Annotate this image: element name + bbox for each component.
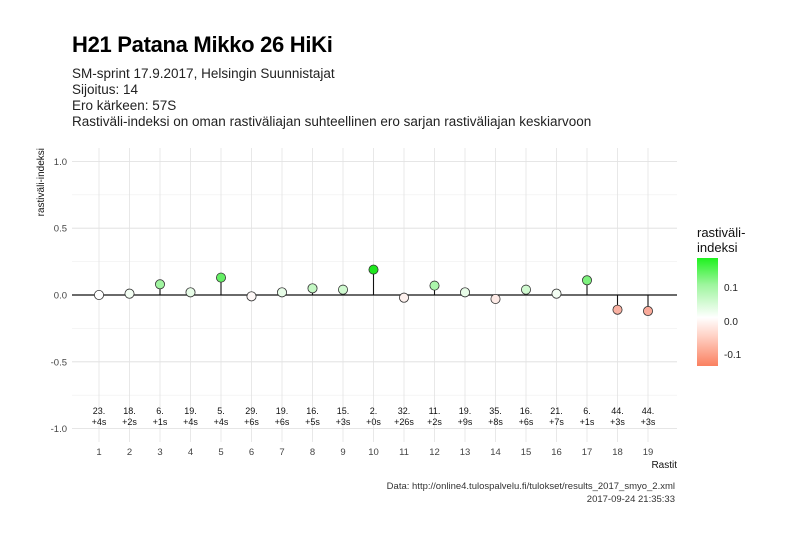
annotation-placement: 2. bbox=[370, 406, 378, 416]
legend-label-high: 0.1 bbox=[724, 283, 738, 294]
x-tick-label: 17 bbox=[582, 447, 593, 458]
caption-timestamp: 2017-09-24 21:35:33 bbox=[586, 494, 675, 505]
annotation-placement: 21. bbox=[550, 406, 563, 416]
lollipop-point bbox=[94, 289, 105, 300]
x-tick-label: 14 bbox=[490, 447, 501, 458]
annotation-time-diff: +9s bbox=[458, 417, 473, 427]
lollipop-point bbox=[521, 284, 532, 295]
y-tick-label: -0.5 bbox=[51, 357, 67, 368]
annotation-placement: 19. bbox=[276, 406, 289, 416]
x-tick-label: 5 bbox=[218, 447, 223, 458]
annotation-placement: 29. bbox=[245, 406, 258, 416]
annotation-time-diff: +7s bbox=[549, 417, 564, 427]
annotation-placement: 19. bbox=[459, 406, 472, 416]
annotation-time-diff: +1s bbox=[580, 417, 595, 427]
annotation-time-diff: +3s bbox=[336, 417, 351, 427]
annotation-time-diff: +1s bbox=[153, 417, 168, 427]
x-tick-label: 4 bbox=[188, 447, 193, 458]
annotation-time-diff: +2s bbox=[122, 417, 137, 427]
annotation-time-diff: +6s bbox=[244, 417, 259, 427]
lollipop-point bbox=[307, 283, 318, 294]
x-tick-label: 1 bbox=[96, 447, 101, 458]
legend-title-line-2: indeksi bbox=[697, 240, 738, 255]
lollipop-point bbox=[551, 288, 562, 299]
lollipop-point bbox=[643, 306, 654, 317]
x-tick-label: 16 bbox=[551, 447, 562, 458]
y-tick-label: 0.0 bbox=[54, 291, 67, 302]
annotation-time-diff: +4s bbox=[183, 417, 198, 427]
legend-color-bar bbox=[697, 258, 718, 366]
x-tick-label: 10 bbox=[368, 447, 379, 458]
annotation-time-diff: +4s bbox=[92, 417, 107, 427]
x-tick-label: 8 bbox=[310, 447, 315, 458]
lollipop-point bbox=[124, 288, 135, 299]
annotation-time-diff: +3s bbox=[610, 417, 625, 427]
lollipop-point bbox=[246, 291, 257, 302]
lollipop-point bbox=[154, 279, 165, 290]
caption-source: Data: http://online4.tulospalvelu.fi/tul… bbox=[386, 481, 675, 492]
subtitle-description: Rastiväli-indeksi on oman rastiväliajan … bbox=[72, 114, 592, 129]
x-tick-label: 11 bbox=[399, 447, 409, 458]
subtitle-gap: Ero kärkeen: 57S bbox=[72, 98, 177, 113]
x-axis-label: Rastit bbox=[651, 460, 677, 471]
annotation-time-diff: +8s bbox=[488, 417, 503, 427]
annotation-placement: 35. bbox=[489, 406, 502, 416]
subtitle-event: SM-sprint 17.9.2017, Helsingin Suunnista… bbox=[72, 66, 335, 81]
x-tick-label: 19 bbox=[643, 447, 654, 458]
lollipop-point bbox=[276, 287, 287, 298]
x-tick-label: 18 bbox=[612, 447, 623, 458]
annotation-time-diff: +3s bbox=[641, 417, 656, 427]
annotation-time-diff: +0s bbox=[366, 417, 381, 427]
annotation-placement: 44. bbox=[611, 406, 624, 416]
lollipop-point bbox=[215, 272, 226, 283]
annotation-placement: 15. bbox=[337, 406, 350, 416]
legend-label-zero: 0.0 bbox=[724, 317, 738, 328]
annotation-placement: 5. bbox=[217, 406, 225, 416]
x-tick-label: 3 bbox=[157, 447, 162, 458]
legend-title: rastiväli- indeksi bbox=[697, 225, 745, 255]
y-tick-label: -1.0 bbox=[51, 424, 67, 435]
x-tick-label: 15 bbox=[521, 447, 532, 458]
lollipop-point bbox=[368, 264, 379, 275]
x-tick-label: 9 bbox=[340, 447, 345, 458]
annotation-time-diff: +2s bbox=[427, 417, 442, 427]
legend-title-line-1: rastiväli- bbox=[697, 225, 746, 240]
lollipop-point bbox=[612, 304, 623, 315]
annotation-placement: 16. bbox=[306, 406, 319, 416]
annotation-placement: 19. bbox=[184, 406, 197, 416]
legend-label-low: -0.1 bbox=[724, 350, 742, 361]
annotation-time-diff: +5s bbox=[305, 417, 320, 427]
annotation-placement: 6. bbox=[583, 406, 591, 416]
y-axis-label: rastiväli-indeksi bbox=[36, 148, 47, 216]
lollipop-point bbox=[337, 284, 348, 295]
annotation-placement: 16. bbox=[520, 406, 533, 416]
annotation-placement: 11. bbox=[429, 406, 441, 416]
annotation-placement: 44. bbox=[642, 406, 655, 416]
x-tick-label: 13 bbox=[460, 447, 471, 458]
lollipop-point bbox=[398, 292, 409, 303]
annotation-placement: 18. bbox=[123, 406, 136, 416]
chart-title: H21 Patana Mikko 26 HiKi bbox=[72, 32, 333, 57]
annotation-placement: 32. bbox=[398, 406, 411, 416]
lollipop-point bbox=[490, 294, 501, 305]
x-tick-label: 7 bbox=[279, 447, 284, 458]
lollipop-point bbox=[185, 287, 196, 298]
x-tick-label: 6 bbox=[249, 447, 254, 458]
annotation-placement: 23. bbox=[93, 406, 106, 416]
annotation-placement: 6. bbox=[156, 406, 164, 416]
lollipop-point bbox=[582, 275, 593, 286]
lollipop-point bbox=[459, 287, 470, 298]
annotation-time-diff: +26s bbox=[394, 417, 414, 427]
y-tick-label: 1.0 bbox=[54, 157, 67, 168]
annotation-time-diff: +6s bbox=[519, 417, 534, 427]
y-tick-label: 0.5 bbox=[54, 224, 67, 235]
subtitle-placement: Sijoitus: 14 bbox=[72, 82, 139, 97]
annotation-time-diff: +4s bbox=[214, 417, 229, 427]
lollipop-point bbox=[429, 280, 440, 291]
x-tick-label: 2 bbox=[127, 447, 132, 458]
annotation-time-diff: +6s bbox=[275, 417, 290, 427]
x-tick-label: 12 bbox=[429, 447, 440, 458]
